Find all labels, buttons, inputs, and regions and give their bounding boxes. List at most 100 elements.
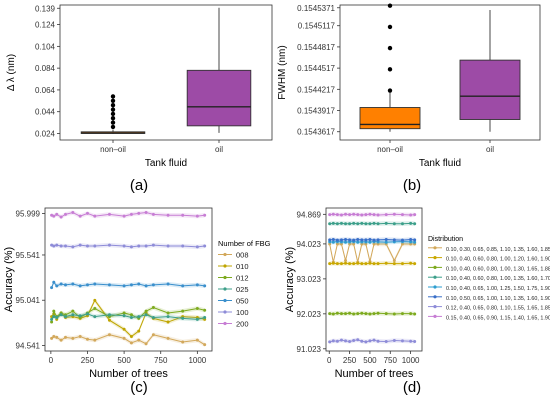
data-point bbox=[107, 283, 111, 287]
legend-item: 0.10, 0.40, 0.65, 1.00, 1.25, 1.50, 1.75… bbox=[446, 286, 550, 292]
data-point bbox=[368, 237, 372, 241]
panel-labels: (a) (b) (c) (d) bbox=[130, 177, 421, 396]
data-point bbox=[372, 242, 376, 246]
data-point bbox=[356, 213, 360, 217]
data-point bbox=[339, 338, 343, 342]
data-point bbox=[71, 211, 75, 215]
data-point bbox=[85, 337, 89, 341]
outlier-point bbox=[387, 24, 393, 30]
data-point bbox=[392, 312, 396, 316]
data-point bbox=[93, 214, 97, 218]
data-point bbox=[409, 339, 413, 343]
data-point bbox=[400, 242, 404, 246]
data-point bbox=[364, 213, 368, 217]
data-point bbox=[64, 212, 68, 216]
data-point bbox=[59, 338, 63, 342]
legend-item: 0.15, 0.40, 0.65, 0.90, 1.15, 1.40, 1.65… bbox=[446, 315, 550, 321]
data-point bbox=[71, 282, 75, 286]
data-point bbox=[376, 262, 380, 266]
data-point bbox=[59, 313, 63, 317]
data-point bbox=[71, 313, 75, 317]
data-point bbox=[122, 284, 126, 288]
y-tick-label: 95.999 bbox=[16, 210, 41, 219]
data-point bbox=[392, 258, 396, 262]
data-point bbox=[331, 221, 335, 225]
legend-item: 0.10, 0.40, 0.60, 0.80, 1.00, 1.35, 1.60… bbox=[446, 276, 550, 282]
data-point bbox=[50, 317, 54, 321]
data-point bbox=[356, 338, 360, 342]
legend-item: 050 bbox=[236, 297, 249, 306]
data-point bbox=[166, 315, 170, 319]
y-axis-title: Δ λ (nm) bbox=[6, 54, 17, 91]
data-point bbox=[339, 240, 343, 244]
data-point bbox=[122, 214, 126, 218]
data-point bbox=[331, 212, 335, 216]
data-point bbox=[364, 238, 368, 242]
legend-swatch-point bbox=[433, 275, 437, 279]
data-point bbox=[348, 240, 352, 244]
data-point bbox=[59, 282, 63, 286]
data-point bbox=[372, 312, 376, 316]
data-point bbox=[64, 283, 68, 287]
data-point bbox=[348, 238, 352, 242]
legend-item: 025 bbox=[236, 285, 249, 294]
data-point bbox=[413, 238, 417, 242]
data-point bbox=[413, 340, 417, 344]
data-point bbox=[122, 244, 126, 248]
data-point bbox=[339, 312, 343, 316]
data-point bbox=[409, 312, 413, 316]
panel-label-a: (a) bbox=[130, 177, 148, 194]
data-point bbox=[400, 262, 404, 266]
data-point bbox=[195, 306, 199, 310]
data-point bbox=[195, 338, 199, 342]
legend-swatch-point bbox=[223, 298, 227, 303]
x-tick-label: 1000 bbox=[402, 356, 420, 365]
legend-item: 012 bbox=[236, 274, 249, 283]
data-point bbox=[376, 222, 380, 226]
data-point bbox=[203, 244, 207, 248]
outlier-point bbox=[387, 67, 393, 72]
data-point bbox=[392, 262, 396, 266]
y-axis-title: Accuracy (%) bbox=[3, 247, 15, 312]
x-tick-label: non–oil bbox=[377, 145, 403, 154]
outlier-point bbox=[110, 124, 116, 130]
x-tick-label: 750 bbox=[384, 356, 398, 365]
data-point bbox=[413, 240, 417, 244]
legend-title: Distribution bbox=[428, 236, 463, 243]
data-point bbox=[348, 340, 352, 344]
data-point bbox=[392, 222, 396, 226]
data-point bbox=[348, 213, 352, 217]
panel-label-b: (b) bbox=[403, 177, 421, 194]
y-tick-label: 95.041 bbox=[16, 296, 41, 305]
data-point bbox=[85, 312, 89, 316]
data-point bbox=[85, 211, 89, 215]
data-point bbox=[360, 213, 364, 217]
data-point bbox=[360, 221, 364, 225]
data-point bbox=[400, 312, 404, 316]
data-point bbox=[328, 222, 332, 226]
data-point bbox=[360, 240, 364, 244]
data-point bbox=[328, 262, 332, 266]
data-point bbox=[55, 316, 59, 320]
data-point bbox=[328, 340, 332, 344]
legend-swatch-point bbox=[223, 287, 227, 291]
series-band bbox=[51, 332, 205, 347]
data-point bbox=[348, 311, 352, 315]
data-point bbox=[195, 245, 199, 249]
data-point bbox=[59, 215, 63, 219]
data-point bbox=[129, 316, 133, 320]
data-point bbox=[144, 244, 148, 248]
data-point bbox=[409, 221, 413, 225]
data-point bbox=[122, 311, 126, 315]
data-point bbox=[364, 312, 368, 316]
data-point bbox=[364, 262, 368, 266]
legend-swatch-point bbox=[433, 256, 437, 260]
data-point bbox=[166, 320, 170, 324]
legend-item: 200 bbox=[236, 320, 249, 329]
data-point bbox=[384, 340, 388, 344]
data-point bbox=[78, 284, 82, 288]
data-point bbox=[413, 213, 417, 217]
y-axis-title: FWHM (nm) bbox=[277, 45, 288, 99]
legend-swatch-point bbox=[223, 310, 227, 314]
